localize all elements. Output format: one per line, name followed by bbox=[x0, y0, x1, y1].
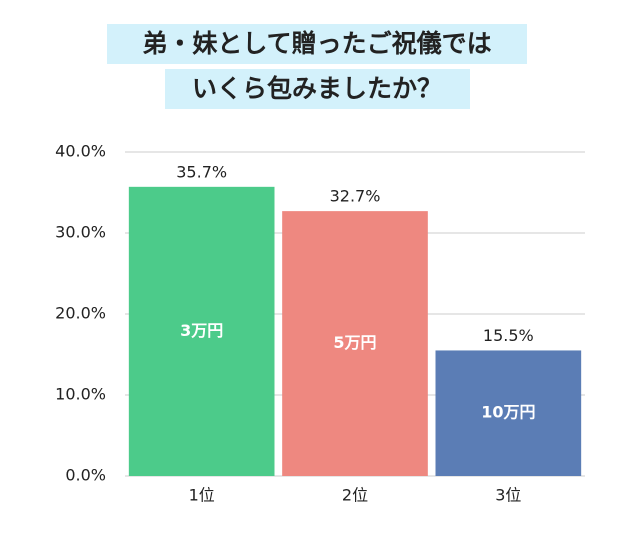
y-tick-label: 30.0% bbox=[55, 223, 106, 242]
y-tick-label: 20.0% bbox=[55, 304, 106, 323]
bar-label: 5万円 bbox=[333, 333, 376, 352]
bar bbox=[128, 186, 275, 476]
chart-title: いくら包みましたか？ bbox=[192, 74, 442, 103]
x-tick-label: 3位 bbox=[495, 486, 521, 505]
x-tick-label: 1位 bbox=[189, 486, 215, 505]
bar bbox=[435, 350, 582, 476]
y-tick-label: 0.0% bbox=[65, 466, 106, 485]
value-label: 32.7% bbox=[330, 187, 381, 206]
bar-label: 3万円 bbox=[180, 321, 223, 340]
title-highlight bbox=[165, 69, 470, 109]
chart-title: 弟・妹として贈ったご祝儀では bbox=[142, 29, 491, 58]
y-tick-label: 40.0% bbox=[55, 142, 106, 161]
x-tick-label: 2位 bbox=[342, 486, 368, 505]
y-tick-label: 10.0% bbox=[55, 385, 106, 404]
title-highlight bbox=[107, 24, 527, 64]
value-label: 15.5% bbox=[483, 326, 534, 345]
bar-label: 10万円 bbox=[481, 403, 535, 422]
value-label: 35.7% bbox=[176, 162, 227, 181]
bar bbox=[282, 211, 428, 476]
